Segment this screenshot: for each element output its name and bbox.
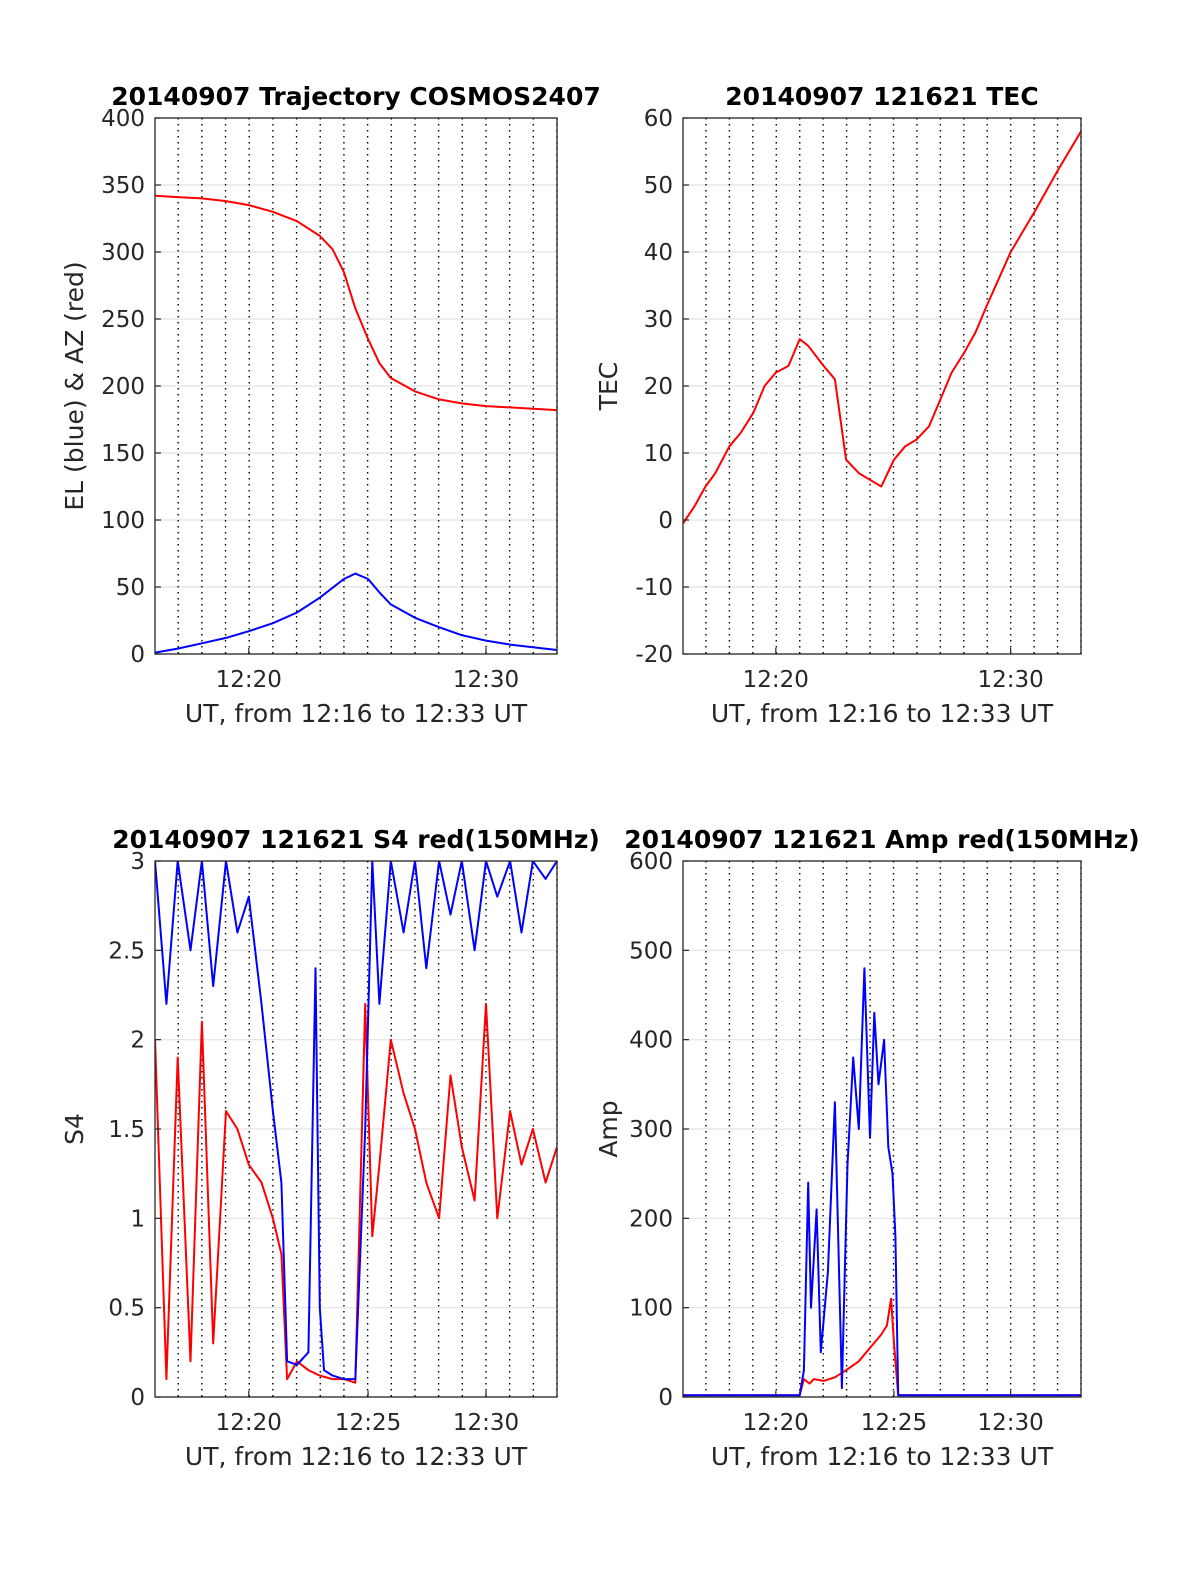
trajectory-series-line-1 [155, 194, 557, 412]
tec-y-tick-label: 10 [644, 441, 673, 467]
amp-ylabel: Amp [594, 1100, 623, 1157]
s4-series-group [155, 861, 557, 1384]
s4-xlabel: UT, from 12:16 to 12:33 UT [185, 1442, 528, 1471]
s4-y-tick-label: 1.5 [108, 1117, 145, 1143]
s4-title: 20140907 121621 S4 red(150MHz) [112, 825, 600, 854]
amp-title: 20140907 121621 Amp red(150MHz) [624, 825, 1140, 854]
trajectory-y-tick-label: 100 [101, 508, 145, 534]
tec-x-tick-label: 12:20 [743, 667, 809, 693]
tec-y-tick-label: 20 [644, 374, 673, 400]
s4-y-tick-label: 1 [130, 1206, 145, 1232]
trajectory-y-tick-label: 300 [101, 240, 145, 266]
s4-y-tick-label: 0.5 [108, 1296, 145, 1322]
trajectory-y-tick-label: 150 [101, 441, 145, 467]
amp-y-tick-label: 200 [629, 1206, 673, 1232]
s4-y-tick-label: 2 [130, 1028, 145, 1054]
trajectory-series-line-2 [155, 572, 557, 654]
tec-y-tick-label: 30 [644, 307, 673, 333]
s4-x-tick-label: 12:25 [335, 1410, 401, 1436]
s4-x-tick-label: 12:20 [216, 1410, 282, 1436]
trajectory-x-tick-label: 12:20 [216, 667, 282, 693]
trajectory-ylabel: EL (blue) & AZ (red) [60, 261, 89, 510]
amp-y-tick-label: 100 [629, 1296, 673, 1322]
s4-y-tick-label: 2.5 [108, 938, 145, 964]
amp-series-group [683, 967, 1081, 1397]
s4-x-tick-label: 12:30 [453, 1410, 519, 1436]
amp-x-tick-label: 12:30 [978, 1410, 1044, 1436]
tec-panel: -20 -10 0 10 20 30 40 50 60 12:20 12:30 20140907 1… [594, 82, 1082, 728]
trajectory-series-group [155, 194, 557, 654]
tec-y-tick-label: 0 [658, 508, 673, 534]
amp-y-tick-label: 600 [629, 849, 673, 875]
amp-x-tick-label: 12:25 [861, 1410, 927, 1436]
tec-y-tick-label: 40 [644, 240, 673, 266]
trajectory-y-tick-label: 250 [101, 307, 145, 333]
trajectory-panel: 0 50 100 150 200 250 300 350 400 12:20 12:30 20140… [60, 82, 601, 728]
s4-y-tick-label: 0 [130, 1385, 145, 1411]
amp-series-line-2 [683, 967, 1081, 1397]
amp-y-tick-label: 0 [658, 1385, 673, 1411]
tec-x-tick-label: 12:30 [978, 667, 1044, 693]
trajectory-y-tick-label: 0 [130, 642, 145, 668]
tec-title: 20140907 121621 TEC [725, 82, 1038, 111]
tec-y-tick-label: -20 [635, 642, 673, 668]
trajectory-title: 20140907 Trajectory COSMOS2407 [111, 82, 601, 111]
tec-xlabel: UT, from 12:16 to 12:33 UT [711, 699, 1054, 728]
s4-ylabel: S4 [60, 1113, 89, 1145]
trajectory-y-tick-label: 200 [101, 374, 145, 400]
amp-series-line-1 [683, 1297, 1081, 1397]
trajectory-y-tick-label: 350 [101, 173, 145, 199]
s4-series-line-2 [155, 861, 557, 1381]
amp-y-tick-label: 300 [629, 1117, 673, 1143]
amp-y-tick-label: 500 [629, 938, 673, 964]
trajectory-y-tick-label: 400 [101, 106, 145, 132]
amp-y-tick-label: 400 [629, 1028, 673, 1054]
s4-series-line-1 [155, 1002, 557, 1384]
tec-y-tick-label: 60 [644, 106, 673, 132]
tec-y-tick-label: 50 [644, 173, 673, 199]
trajectory-x-tick-label: 12:30 [453, 667, 519, 693]
amp-grid [683, 860, 1082, 1398]
tec-y-tick-label: -10 [635, 575, 673, 601]
amp-panel: 0 100 200 300 400 500 600 12:20 12:25 12:30 20140… [594, 825, 1140, 1471]
tec-grid [683, 117, 1082, 655]
tec-series-group [683, 130, 1081, 524]
s4-y-tick-label: 3 [130, 849, 145, 875]
amp-x-tick-label: 12:20 [743, 1410, 809, 1436]
trajectory-y-tick-label: 50 [116, 575, 145, 601]
trajectory-xlabel: UT, from 12:16 to 12:33 UT [185, 699, 528, 728]
tec-ylabel: TEC [594, 362, 623, 412]
tec-series-line-1 [683, 130, 1081, 524]
amp-xlabel: UT, from 12:16 to 12:33 UT [711, 1442, 1054, 1471]
s4-panel: 0 0.5 1 1.5 2 2.5 3 12:20 12:25 12:30 20140907 12… [60, 825, 600, 1471]
